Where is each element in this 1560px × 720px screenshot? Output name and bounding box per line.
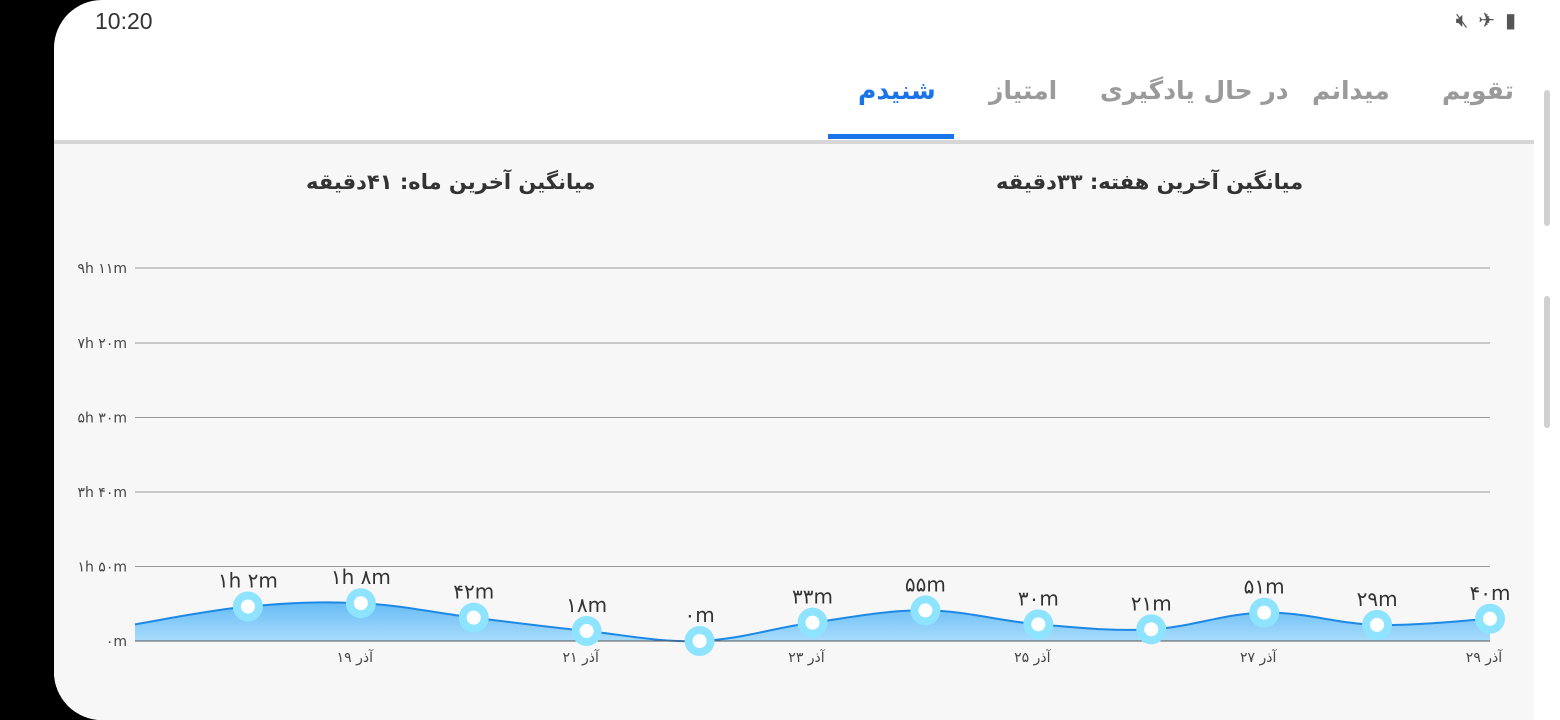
week-average: میانگین آخرین هفته: ۳۳دقیقه (996, 170, 1304, 194)
y-tick-label: ۳h ۴۰m (77, 485, 127, 501)
x-tick-label: ۲۳ آذر (788, 649, 825, 666)
x-tick-label: ۲۵ آذر (1014, 649, 1051, 666)
tab-heard[interactable]: شنیدم (858, 76, 936, 105)
tab-calendar[interactable]: تقویم (1442, 76, 1515, 105)
data-point-center (1257, 605, 1272, 620)
phone-screen: 10:20 🔇︎ ✈ ▮ تقویم میدانم در حال یادگیری… (54, 0, 1560, 720)
data-point-center (805, 615, 820, 630)
battery-icon: ▮ (1504, 8, 1516, 32)
x-tick-label: ۱۹ آذر (337, 649, 374, 666)
data-label: ۳۳m (792, 585, 833, 609)
data-label: ۴۰m (1470, 581, 1511, 605)
status-time: 10:20 (95, 8, 153, 34)
data-label: ۵۱m (1244, 575, 1285, 599)
y-tick-label: ۷h ۲۰m (77, 336, 127, 352)
data-label: ۱۸m (566, 593, 607, 617)
x-tick-label: ۲۹ آذر (1466, 649, 1503, 666)
data-point-center (1483, 611, 1497, 626)
tab-divider (54, 140, 1534, 144)
tab-score[interactable]: امتیاز (989, 76, 1058, 105)
active-tab-indicator (828, 134, 954, 139)
data-point-center (579, 623, 594, 638)
data-point-center (1031, 617, 1046, 632)
data-label: ۲۱m (1131, 591, 1172, 615)
data-point-center (466, 610, 481, 625)
listening-time-chart: ۰m ۱h ۵۰m ۳h ۴۰m ۵h ۳۰m ۷h ۲۰m ۹h ۱۱m ۱۹ آذر ۲۱… (77, 261, 1511, 666)
status-icons: 🔇︎ ✈ ▮ (1456, 8, 1516, 32)
y-tick-label: ۵h ۳۰m (77, 411, 127, 427)
airplane-icon: ✈ (1478, 8, 1495, 32)
mute-icon: 🔇︎ (1455, 8, 1469, 32)
tab-learning[interactable]: در حال یادگیری (1100, 76, 1289, 105)
data-point-center (353, 596, 368, 611)
x-tick-label: ۲۷ آذر (1240, 649, 1277, 666)
data-label: ۱h ۲m (218, 569, 278, 593)
data-point-center (692, 634, 707, 648)
y-tick-label: ۱h ۵۰m (77, 560, 127, 576)
data-point-center (1370, 617, 1385, 632)
data-label: ۰m (684, 603, 714, 627)
y-tick-label: ۰m (106, 634, 127, 650)
tab-bar: تقویم میدانم در حال یادگیری امتیاز شنیدم (54, 60, 1534, 140)
scrollbar-track-top[interactable] (1544, 90, 1550, 226)
data-label: ۵۵m (905, 572, 946, 596)
y-tick-label: ۹h ۱۱m (77, 261, 127, 277)
data-label: ۴۲m (453, 580, 494, 604)
data-point-center (240, 599, 255, 614)
x-tick-label: ۲۱ آذر (562, 649, 599, 666)
tab-know[interactable]: میدانم (1312, 76, 1390, 105)
chart-panel: میانگین آخرین هفته: ۳۳دقیقه میانگین آخری… (54, 144, 1534, 720)
month-average: میانگین آخرین ماه: ۴۱دقیقه (306, 170, 596, 194)
scrollbar-track-bottom[interactable] (1544, 296, 1550, 428)
data-label: ۳۰m (1018, 586, 1059, 610)
data-label: ۲۹m (1357, 587, 1398, 611)
data-point-center (1144, 622, 1159, 637)
data-label: ۱h ۸m (331, 565, 391, 589)
data-point-center (918, 603, 933, 618)
